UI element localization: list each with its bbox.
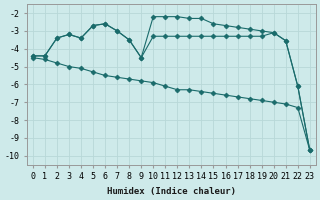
X-axis label: Humidex (Indice chaleur): Humidex (Indice chaleur) [107,187,236,196]
